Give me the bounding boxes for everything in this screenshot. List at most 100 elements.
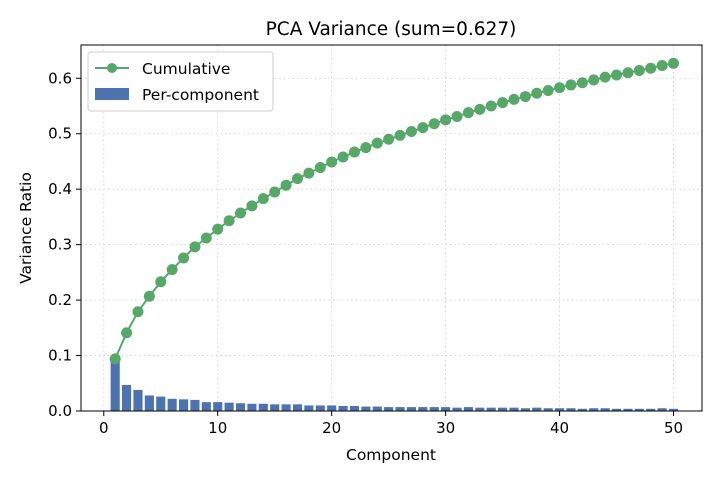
cumulative-point xyxy=(394,129,406,141)
legend-marker-swatch xyxy=(107,63,117,73)
cumulative-point xyxy=(599,71,611,83)
bar xyxy=(429,407,439,411)
bar xyxy=(281,404,291,411)
bar xyxy=(668,408,679,411)
bar xyxy=(418,407,428,411)
bar xyxy=(577,408,587,411)
x-tick-label: 40 xyxy=(550,419,569,437)
cumulative-point xyxy=(314,162,326,174)
bar xyxy=(646,408,656,411)
cumulative-point xyxy=(155,276,167,288)
cumulative-point xyxy=(291,173,303,185)
bar xyxy=(600,408,610,411)
y-tick-label: 0.3 xyxy=(48,236,72,254)
bar xyxy=(167,398,177,411)
y-axis-ticks: 0.0 0.1 0.2 0.3 0.4 0.5 0.6 xyxy=(48,69,81,420)
bar xyxy=(532,407,542,411)
y-tick-label: 0.2 xyxy=(48,291,72,309)
bar xyxy=(224,402,234,411)
bar xyxy=(292,404,303,411)
cumulative-point xyxy=(246,200,258,212)
cumulative-point xyxy=(371,137,383,149)
cumulative-point xyxy=(383,133,395,145)
bar-series-per-component xyxy=(110,358,679,411)
cumulative-point xyxy=(497,97,509,109)
bar xyxy=(349,406,360,411)
cumulative-point xyxy=(405,126,417,138)
bar xyxy=(110,358,120,411)
bar xyxy=(384,407,394,411)
cumulative-point xyxy=(417,122,429,134)
bar xyxy=(634,408,644,411)
legend-box xyxy=(87,51,274,112)
bar xyxy=(555,408,565,411)
bar xyxy=(270,404,280,411)
legend: Cumulative Per-component xyxy=(87,51,274,112)
cumulative-point xyxy=(519,91,531,103)
bar xyxy=(566,408,576,411)
bar xyxy=(543,408,553,411)
bar xyxy=(463,407,473,411)
bar xyxy=(395,407,405,411)
cumulative-point xyxy=(451,111,463,123)
cumulative-point xyxy=(303,167,315,179)
y-tick-label: 0.6 xyxy=(48,69,72,87)
cumulative-point xyxy=(257,193,269,205)
legend-label-cumulative: Cumulative xyxy=(142,60,230,78)
bar xyxy=(452,407,462,411)
x-axis-ticks: 0 10 20 30 40 50 xyxy=(99,411,683,437)
cumulative-point xyxy=(166,264,178,276)
cumulative-point xyxy=(474,103,486,115)
plot-frame xyxy=(80,44,703,412)
cumulative-point xyxy=(143,290,155,302)
bar xyxy=(498,407,508,411)
y-tick-label: 0.1 xyxy=(48,347,72,365)
cumulative-point xyxy=(269,186,281,198)
cumulative-point xyxy=(212,223,224,235)
x-tick-label: 10 xyxy=(208,419,227,437)
cumulative-point xyxy=(178,252,190,264)
cumulative-point xyxy=(542,84,554,96)
cumulative-point xyxy=(645,62,657,74)
cumulative-point xyxy=(326,156,338,168)
legend-label-per-component: Per-component xyxy=(142,86,259,104)
bar xyxy=(304,405,314,411)
cumulative-point xyxy=(280,179,292,191)
x-tick-label: 20 xyxy=(322,419,341,437)
bar xyxy=(213,402,223,411)
cumulative-point xyxy=(109,353,121,365)
cumulative-point xyxy=(565,79,577,91)
cumulative-point xyxy=(200,232,212,244)
cumulative-point xyxy=(121,327,133,339)
y-axis-label: Variance Ratio xyxy=(17,172,35,284)
cumulative-point xyxy=(633,65,645,77)
bar xyxy=(520,408,530,411)
bar xyxy=(475,407,485,411)
bar xyxy=(315,405,325,411)
cumulative-point xyxy=(235,207,247,219)
cumulative-point xyxy=(656,60,668,72)
bar xyxy=(611,408,622,411)
bar xyxy=(406,407,416,411)
bar xyxy=(247,403,257,411)
bar xyxy=(657,408,667,411)
bar xyxy=(338,406,348,411)
bar xyxy=(122,384,132,411)
bar xyxy=(623,408,633,411)
x-tick-label: 0 xyxy=(99,419,109,437)
cumulative-point xyxy=(508,93,520,105)
cumulative-point xyxy=(531,87,543,99)
bar xyxy=(201,402,211,411)
y-tick-label: 0.0 xyxy=(48,402,72,420)
bar xyxy=(156,396,166,411)
cumulative-point xyxy=(337,151,349,163)
bar xyxy=(589,408,599,411)
cumulative-point xyxy=(611,69,623,81)
bar xyxy=(133,389,143,411)
bar xyxy=(361,406,371,411)
cumulative-point xyxy=(428,118,440,130)
chart-title: PCA Variance (sum=0.627) xyxy=(266,19,517,40)
bar xyxy=(327,405,337,411)
y-tick-label: 0.4 xyxy=(48,180,72,198)
cumulative-point xyxy=(440,114,452,126)
